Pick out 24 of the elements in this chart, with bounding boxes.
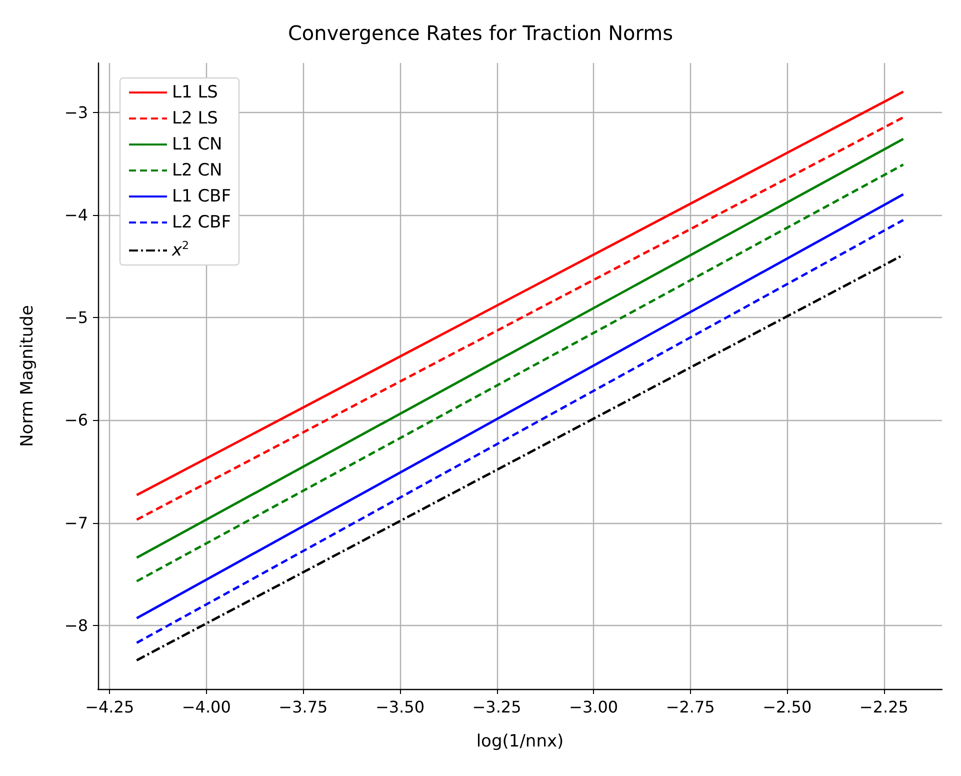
legend-label: L1 LS — [172, 82, 218, 102]
x-tick-label: −2.25 — [859, 698, 908, 716]
y-axis-title: Norm Magnitude — [18, 305, 38, 447]
y-tick-label: −3 — [64, 102, 88, 122]
x-tick-label: −2.75 — [666, 698, 715, 716]
y-tick-label: −7 — [64, 513, 88, 532]
x-tick-label: −3.75 — [278, 698, 328, 716]
x-axis-title: log(1/nnx) — [476, 732, 564, 752]
x-tick-label: −2.50 — [762, 698, 812, 716]
legend-label: L2 CN — [172, 160, 222, 180]
legend-label: L1 CBF — [172, 186, 232, 206]
x-tick-label: −3.50 — [375, 698, 424, 716]
y-tick-label: −4 — [64, 205, 88, 224]
chart-title: Convergence Rates for Traction Norms — [288, 21, 674, 45]
y-tick-label: −6 — [64, 410, 88, 430]
y-tick-label: −5 — [64, 308, 88, 328]
x-tick-label: −3.25 — [472, 698, 522, 716]
legend-label: L1 CN — [172, 134, 222, 154]
legend-label: L2 LS — [172, 108, 218, 128]
y-tick-label: −8 — [64, 616, 88, 635]
x-tick-label: −3.00 — [569, 698, 618, 716]
legend-label: L2 CBF — [172, 212, 232, 232]
x-tick-label: −4.00 — [182, 698, 231, 716]
x-tick-label: −4.25 — [85, 698, 134, 716]
